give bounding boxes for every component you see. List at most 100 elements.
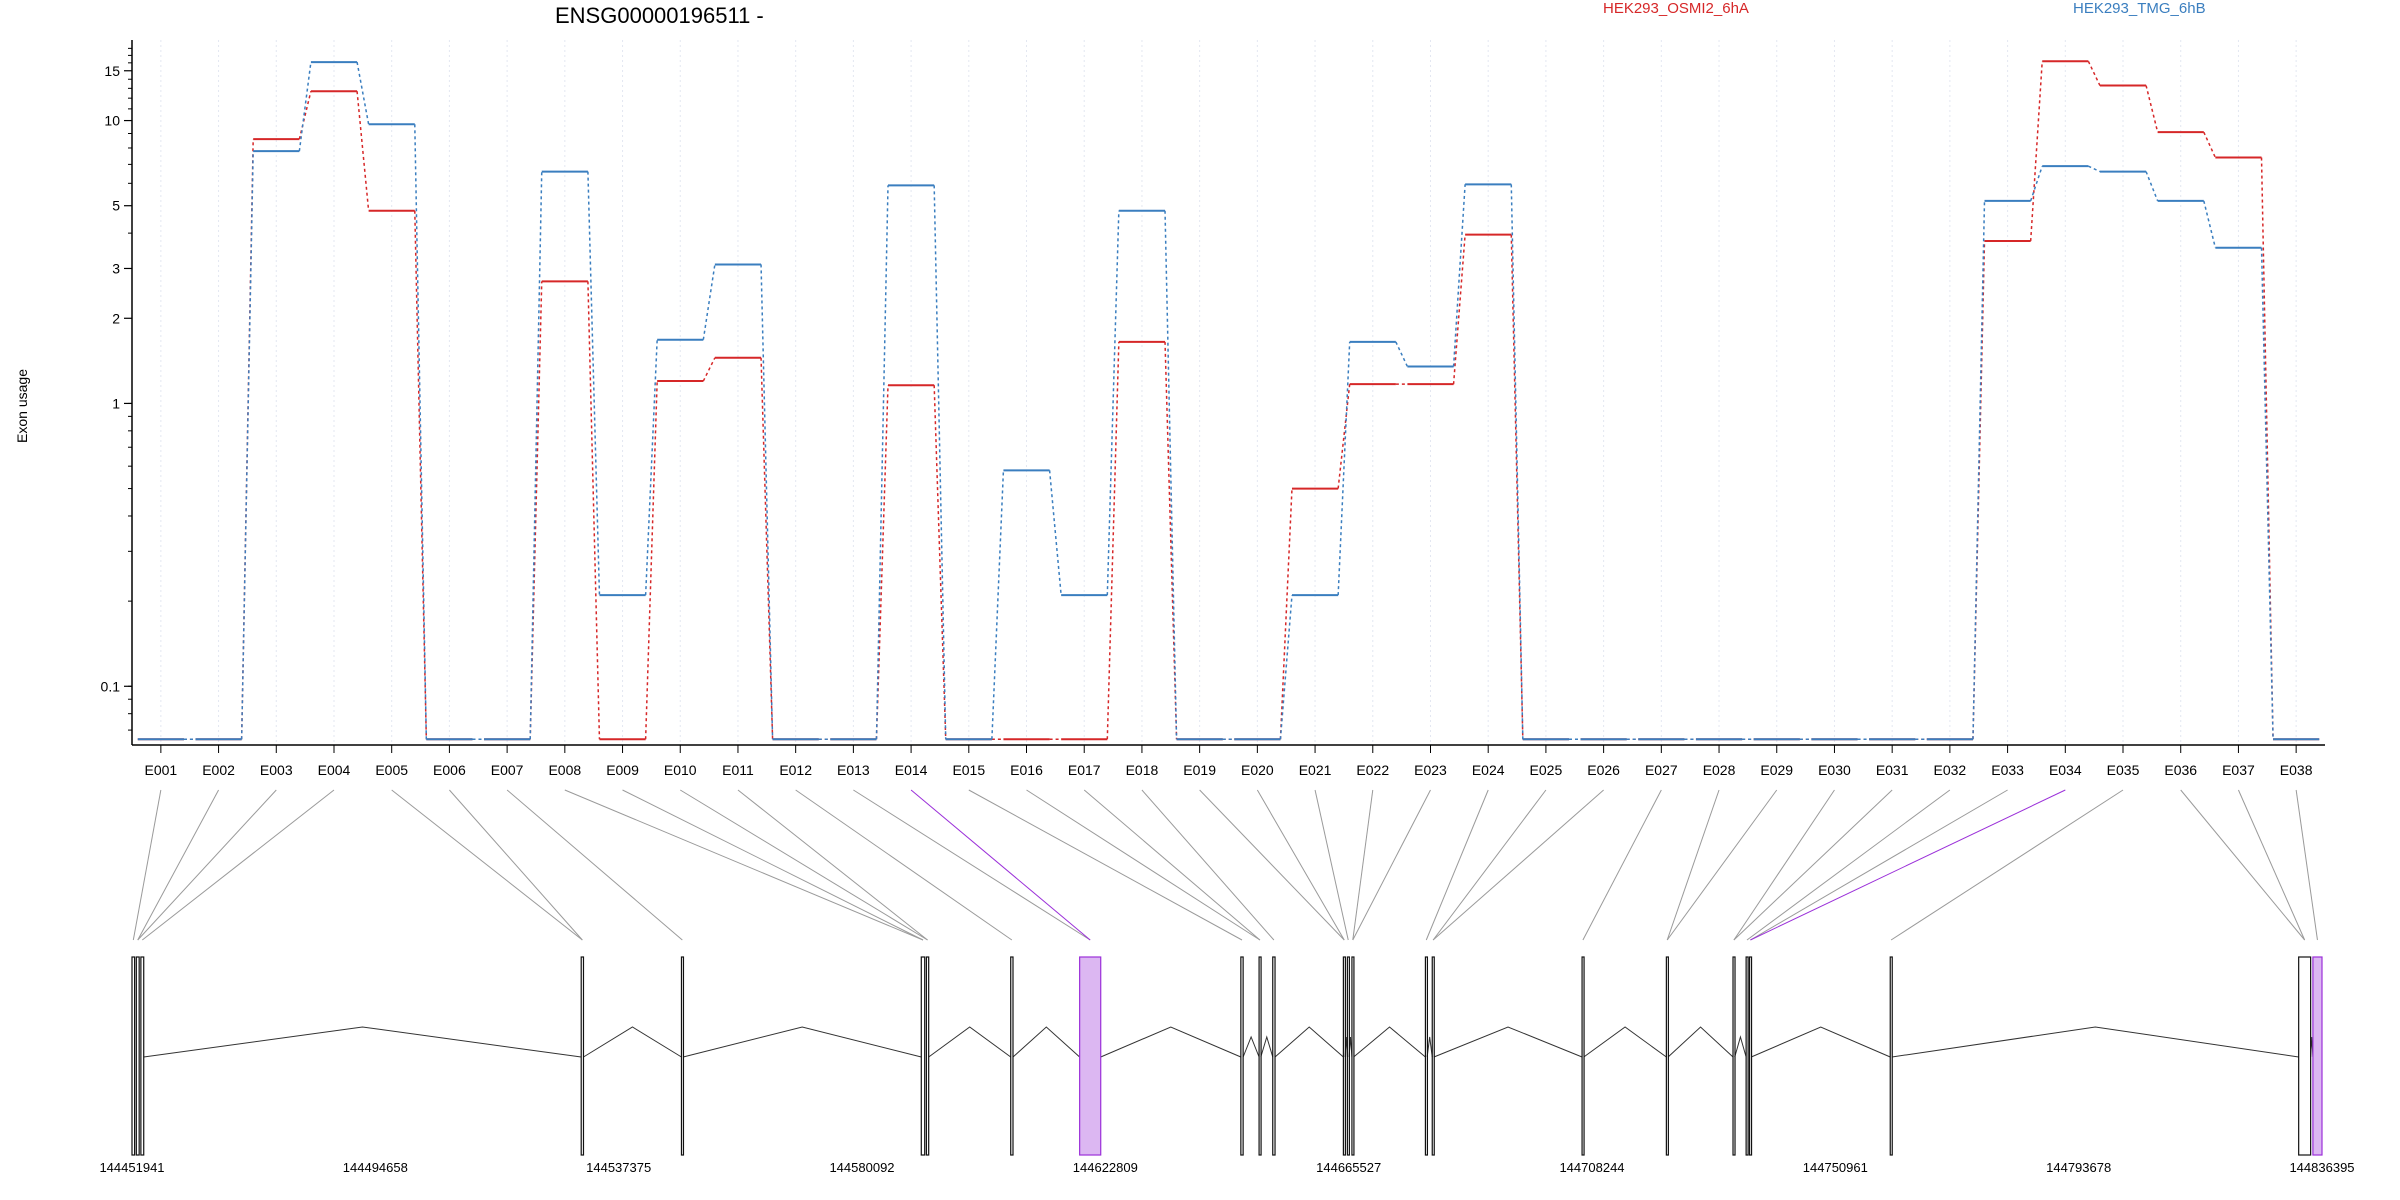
intron-line [1734, 1035, 1747, 1058]
exon-connector [1352, 789, 1374, 941]
exon-connector [910, 789, 1091, 941]
exon-connectors [132, 789, 2318, 941]
exon-label: E018 [1126, 762, 1159, 778]
exon-connector [853, 789, 1091, 941]
exon-connector [737, 789, 928, 941]
series-lines [137, 60, 2320, 741]
intron-line [1891, 1026, 2299, 1058]
exon-label: E007 [491, 762, 524, 778]
exon-label: E016 [1010, 762, 1043, 778]
exon-block [1351, 956, 1355, 1156]
exon-block [920, 956, 926, 1156]
series-connector [2260, 247, 2274, 740]
exon-label: E036 [2164, 762, 2197, 778]
intron-line [928, 1026, 1012, 1058]
exon-label: E006 [433, 762, 466, 778]
intron-line [1353, 1026, 1426, 1058]
series-connector [1164, 210, 1178, 740]
exon-label: E017 [1068, 762, 1101, 778]
exon-label: E014 [895, 762, 928, 778]
exon-label: E010 [664, 762, 697, 778]
exon-block [1079, 956, 1102, 1156]
y-tick-label: 5 [112, 198, 120, 214]
genome-coordinate-label: 144451941 [99, 1160, 164, 1175]
exon-connector [1582, 789, 1662, 941]
exon-connector [968, 789, 1243, 941]
y-tick-label: 2 [112, 310, 120, 326]
exon-connector [506, 789, 683, 941]
exon-label: E032 [1934, 762, 1967, 778]
series-osmi2 [137, 60, 2320, 741]
intron-line [1751, 1026, 1891, 1058]
series-connector [760, 264, 774, 740]
exon-connector [1666, 789, 1720, 941]
series-connector [1452, 184, 1466, 367]
exon-label: E025 [1530, 762, 1563, 778]
exon-connector [1083, 789, 1261, 941]
exon-connector [1666, 789, 1778, 941]
exon-block [1346, 956, 1350, 1156]
exon-connector [1352, 789, 1431, 941]
exon-block [1240, 956, 1244, 1156]
series-connector [2145, 171, 2159, 202]
exon-connector [141, 789, 335, 941]
genome-coordinate-label: 144537375 [586, 1160, 651, 1175]
exon-block [1748, 956, 1753, 1156]
series-connector [2203, 131, 2217, 158]
exon-connector [1256, 789, 1345, 941]
exon-block [1010, 956, 1014, 1156]
exon-label: E004 [318, 762, 351, 778]
series-connector [529, 171, 543, 740]
series-connector [875, 385, 889, 740]
genome-coordinate-label: 144494658 [343, 1160, 408, 1175]
series-connector [529, 281, 543, 740]
exon-label: E022 [1356, 762, 1389, 778]
genome-coordinates: 144451941 144494658 144537375 144580092 1446… [99, 1160, 2354, 1175]
genome-coordinate-label: 144750961 [1803, 1160, 1868, 1175]
series-connector [2203, 200, 2217, 248]
exon-label: E024 [1472, 762, 1505, 778]
genome-coordinate-label: 144708244 [1559, 1160, 1624, 1175]
exon-label: E031 [1876, 762, 1909, 778]
series-connector [240, 151, 254, 740]
genome-coordinate-label: 144793678 [2046, 1160, 2111, 1175]
exon-connector [132, 789, 162, 941]
intron-line [583, 1026, 682, 1058]
exon-label: E012 [779, 762, 812, 778]
series-connector [2029, 61, 2043, 242]
exon-connector [2237, 789, 2306, 941]
exon-block [1258, 956, 1262, 1156]
exon-label: E009 [606, 762, 639, 778]
series-connector [1452, 234, 1466, 385]
y-tick-label: 0.1 [101, 678, 121, 694]
exon-label: E021 [1299, 762, 1332, 778]
exon-block [1424, 956, 1429, 1156]
exon-connector [137, 789, 220, 941]
series-connector [2260, 157, 2274, 740]
exon-block [2298, 956, 2312, 1156]
series-connector [1337, 341, 1351, 596]
exon-block [1272, 956, 1276, 1156]
series-connector [1048, 470, 1062, 596]
series-connector [991, 470, 1005, 740]
intron-line [1433, 1026, 1583, 1058]
series-connector [1279, 488, 1293, 740]
genome-coordinate-label: 144665527 [1316, 1160, 1381, 1175]
exon-block [1745, 956, 1749, 1156]
exon-connector [137, 789, 277, 941]
series-connector [933, 185, 947, 740]
exon-connector [1432, 789, 1604, 941]
exon-connector [449, 789, 583, 941]
y-tick-label: 15 [104, 63, 120, 79]
exon-label: E026 [1587, 762, 1620, 778]
intron-line [1667, 1026, 1734, 1058]
intron-line [1100, 1026, 1242, 1058]
exon-block [580, 956, 585, 1156]
intron-line [143, 1026, 582, 1058]
series-connector [2088, 165, 2101, 173]
intron-line [1583, 1026, 1667, 1058]
exon-block [680, 956, 685, 1156]
series-connector [875, 185, 889, 740]
exon-block [1581, 956, 1585, 1156]
series-connector [587, 281, 601, 740]
